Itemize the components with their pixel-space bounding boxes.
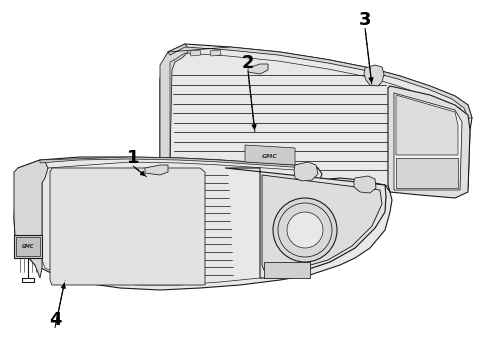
Polygon shape (190, 50, 201, 56)
Circle shape (287, 212, 323, 248)
Polygon shape (160, 44, 188, 173)
Polygon shape (14, 157, 392, 290)
Polygon shape (40, 157, 318, 170)
Polygon shape (248, 64, 268, 74)
Polygon shape (396, 95, 458, 155)
Polygon shape (168, 47, 472, 118)
Polygon shape (364, 65, 384, 86)
Text: 2: 2 (242, 54, 254, 72)
Polygon shape (264, 262, 310, 278)
Polygon shape (245, 145, 295, 165)
Polygon shape (294, 162, 318, 181)
Polygon shape (354, 176, 376, 193)
Text: GMC: GMC (22, 244, 34, 249)
Polygon shape (262, 175, 382, 270)
Polygon shape (160, 44, 472, 195)
Polygon shape (396, 158, 458, 188)
Text: 4: 4 (49, 311, 61, 329)
Polygon shape (16, 237, 40, 256)
Text: 1: 1 (127, 149, 139, 167)
Polygon shape (394, 93, 462, 190)
Text: GMC: GMC (262, 153, 278, 158)
Polygon shape (145, 165, 168, 175)
Polygon shape (14, 235, 42, 258)
Text: 3: 3 (359, 11, 371, 29)
Polygon shape (225, 168, 386, 278)
Polygon shape (210, 50, 221, 56)
Polygon shape (388, 86, 470, 198)
Polygon shape (50, 168, 205, 285)
Circle shape (273, 198, 337, 262)
Polygon shape (14, 160, 48, 278)
